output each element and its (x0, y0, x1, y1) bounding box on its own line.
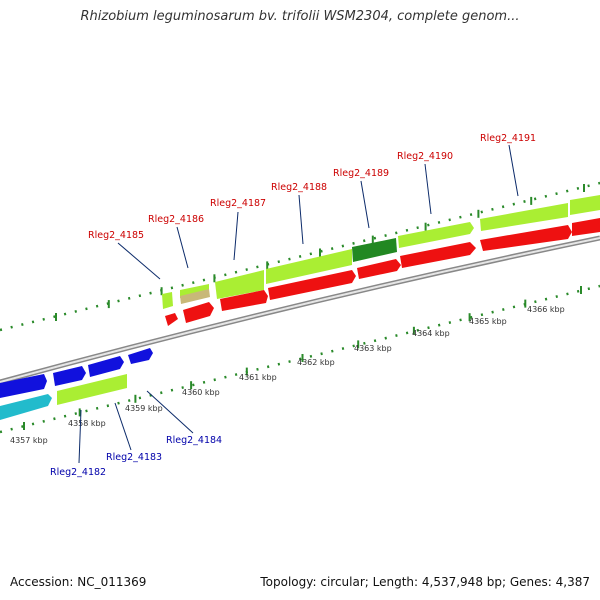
gene-label: Rleg2_4186 (148, 214, 204, 225)
cds-feature (53, 366, 86, 386)
feature-track-left[interactable] (0, 348, 153, 420)
gene-label: Rleg2_4185 (88, 230, 144, 241)
gene-label: Rleg2_4187 (210, 198, 266, 209)
cds-feature (400, 242, 476, 268)
gene-label: Rleg2_4182 (50, 467, 106, 478)
cds-feature (162, 292, 173, 309)
gene-label: Rleg2_4183 (106, 452, 162, 463)
cds-feature (352, 238, 397, 262)
gene-label: Rleg2_4189 (333, 168, 389, 179)
cds-feature (215, 270, 264, 299)
lower-major-ticks (23, 286, 582, 430)
cds-feature (165, 313, 178, 326)
lower-scale-dots (0, 284, 600, 434)
genome-backbone (0, 235, 600, 385)
cds-feature (0, 374, 47, 398)
tick-label: 4363 kbp (354, 344, 392, 353)
cds-feature (183, 302, 214, 323)
cds-feature (480, 225, 572, 251)
cds-feature (480, 203, 568, 231)
cds-feature (398, 222, 474, 248)
scale-labels: 4357 kbp 4358 kbp 4359 kbp 4360 kbp 4361… (10, 305, 565, 445)
tick-label: 4361 kbp (239, 373, 277, 382)
tick-label: 4357 kbp (10, 436, 48, 445)
accession-text: Accession: NC_011369 (10, 575, 147, 589)
cds-feature (572, 218, 600, 236)
map-title: Rhizobium leguminosarum bv. trifolii WSM… (80, 9, 520, 24)
cds-feature (357, 259, 401, 279)
gene-label: Rleg2_4184 (166, 435, 222, 446)
cds-feature (266, 249, 352, 284)
feature-track-right[interactable] (162, 195, 600, 326)
cds-feature (220, 290, 268, 311)
cds-feature (88, 356, 124, 377)
tick-label: 4362 kbp (297, 358, 335, 367)
upper-major-ticks (55, 184, 585, 321)
tick-label: 4365 kbp (469, 317, 507, 326)
tick-label: 4366 kbp (527, 305, 565, 314)
cds-feature (57, 374, 127, 405)
tick-label: 4359 kbp (125, 404, 163, 413)
tick-label: 4360 kbp (182, 388, 220, 397)
cds-feature (268, 270, 356, 300)
cds-feature (0, 394, 52, 420)
summary-text: Topology: circular; Length: 4,537,948 bp… (260, 575, 590, 589)
tick-label: 4358 kbp (68, 419, 106, 428)
upper-scale-dots (0, 181, 600, 332)
gene-label: Rleg2_4190 (397, 151, 453, 162)
cds-feature (128, 348, 153, 364)
gene-label: Rleg2_4191 (480, 133, 536, 144)
gene-labels-top[interactable]: Rleg2_4185 Rleg2_4186 Rleg2_4187 Rleg2_4… (88, 133, 536, 280)
cds-feature (570, 195, 600, 215)
gene-label: Rleg2_4188 (271, 182, 327, 193)
gene-labels-bottom[interactable]: Rleg2_4182 Rleg2_4183 Rleg2_4184 (50, 390, 222, 478)
cds-feature (180, 289, 210, 304)
tick-label: 4364 kbp (412, 329, 450, 338)
